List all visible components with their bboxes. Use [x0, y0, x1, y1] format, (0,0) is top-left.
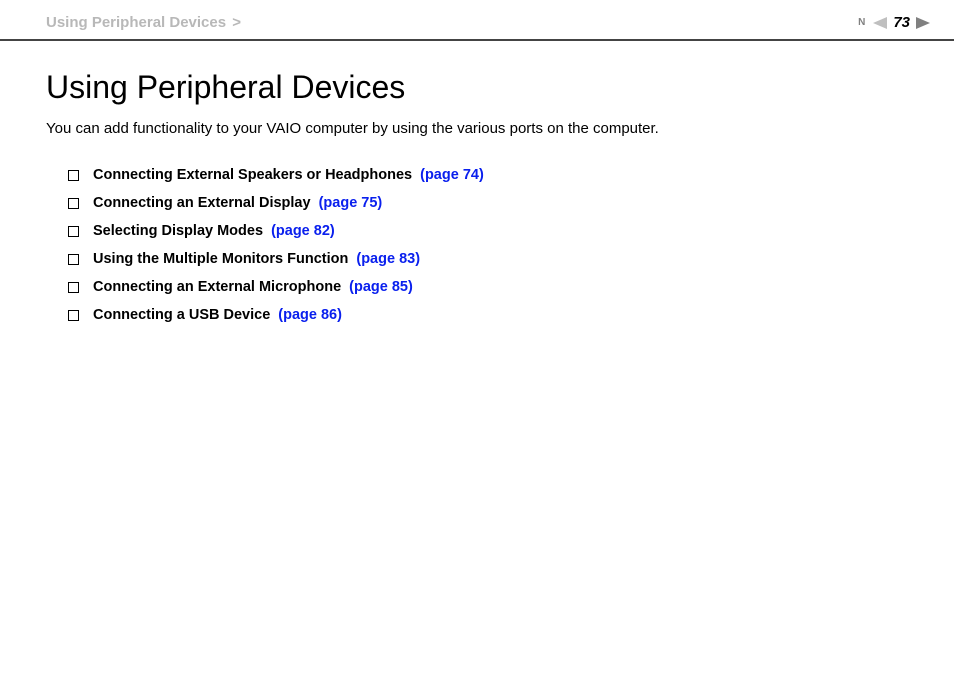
toc-page-link[interactable]: (page 86): [278, 307, 342, 323]
toc-label: Connecting an External Microphone: [93, 279, 341, 295]
bullet-icon: [68, 198, 79, 209]
bullet-icon: [68, 310, 79, 321]
toc-label: Connecting External Speakers or Headphon…: [93, 167, 412, 183]
intro-paragraph: You can add functionality to your VAIO c…: [46, 120, 908, 137]
next-page-icon[interactable]: [916, 17, 930, 29]
toc-page-link[interactable]: (page 74): [420, 167, 484, 183]
bullet-icon: [68, 170, 79, 181]
toc-label: Connecting an External Display: [93, 195, 311, 211]
page-content: Using Peripheral Devices You can add fun…: [0, 41, 954, 323]
page-title: Using Peripheral Devices: [46, 69, 908, 106]
n-label: N: [858, 17, 865, 28]
document-page: Using Peripheral Devices > N 73 Using Pe…: [0, 0, 954, 674]
toc-list: Connecting External Speakers or Headphon…: [46, 167, 908, 323]
page-number: 73: [893, 14, 910, 31]
page-nav: N 73: [860, 14, 930, 31]
toc-label: Selecting Display Modes: [93, 223, 263, 239]
toc-page-link[interactable]: (page 75): [319, 195, 383, 211]
page-header: Using Peripheral Devices > N 73: [0, 0, 954, 41]
toc-page-link[interactable]: (page 85): [349, 279, 413, 295]
toc-item: Connecting an External Display (page 75): [68, 195, 908, 211]
bullet-icon: [68, 226, 79, 237]
toc-item: Using the Multiple Monitors Function (pa…: [68, 251, 908, 267]
bullet-icon: [68, 282, 79, 293]
toc-item: Connecting External Speakers or Headphon…: [68, 167, 908, 183]
toc-item: Connecting a USB Device (page 86): [68, 307, 908, 323]
breadcrumb: Using Peripheral Devices >: [46, 14, 241, 31]
toc-item: Selecting Display Modes (page 82): [68, 223, 908, 239]
prev-page-icon[interactable]: [873, 17, 887, 29]
bullet-icon: [68, 254, 79, 265]
breadcrumb-text: Using Peripheral Devices: [46, 14, 226, 31]
toc-label: Using the Multiple Monitors Function: [93, 251, 348, 267]
toc-page-link[interactable]: (page 83): [356, 251, 420, 267]
toc-item: Connecting an External Microphone (page …: [68, 279, 908, 295]
toc-label: Connecting a USB Device: [93, 307, 270, 323]
breadcrumb-separator: >: [232, 14, 241, 31]
toc-page-link[interactable]: (page 82): [271, 223, 335, 239]
